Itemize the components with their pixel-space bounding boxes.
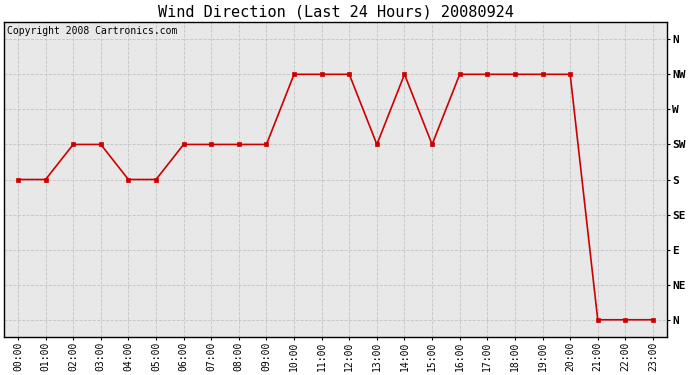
Title: Wind Direction (Last 24 Hours) 20080924: Wind Direction (Last 24 Hours) 20080924 — [157, 4, 513, 19]
Text: Copyright 2008 Cartronics.com: Copyright 2008 Cartronics.com — [8, 27, 178, 36]
